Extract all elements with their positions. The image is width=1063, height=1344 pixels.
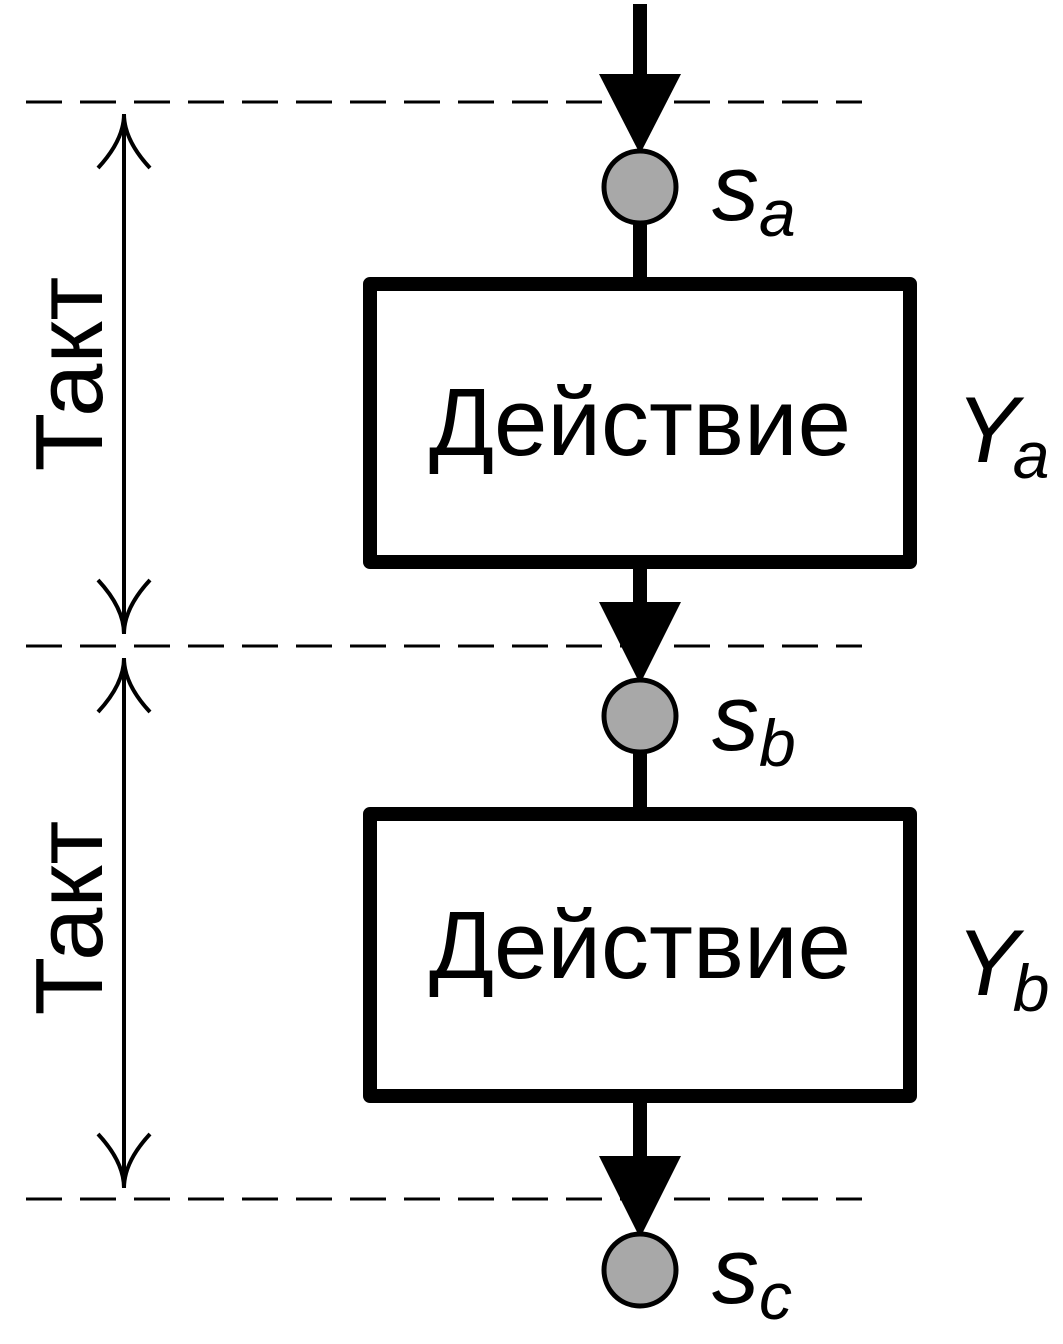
state-label-b: sb bbox=[712, 665, 796, 780]
arrowhead-to-sa bbox=[599, 74, 681, 154]
state-node-c bbox=[601, 1231, 679, 1309]
action-box-b bbox=[363, 807, 917, 1103]
state-label-c: sc bbox=[712, 1218, 792, 1333]
action-label-b: Действие bbox=[429, 892, 851, 999]
action-label-a: Действие bbox=[429, 369, 851, 476]
output-label-b: Yb bbox=[956, 910, 1049, 1025]
state-node-b bbox=[601, 677, 679, 755]
state-node-a bbox=[601, 148, 679, 226]
arrowhead-to-sc bbox=[599, 1156, 681, 1238]
takt-dimension-1 bbox=[96, 113, 152, 635]
takt-label-2: Такт bbox=[16, 821, 123, 1016]
takt-dimension-2 bbox=[96, 657, 152, 1189]
arrowhead-to-sb bbox=[599, 602, 681, 684]
action-box-a bbox=[363, 277, 917, 569]
output-label-a: Ya bbox=[956, 377, 1049, 492]
state-label-a: sa bbox=[712, 135, 796, 250]
takt-label-1: Такт bbox=[16, 277, 123, 472]
